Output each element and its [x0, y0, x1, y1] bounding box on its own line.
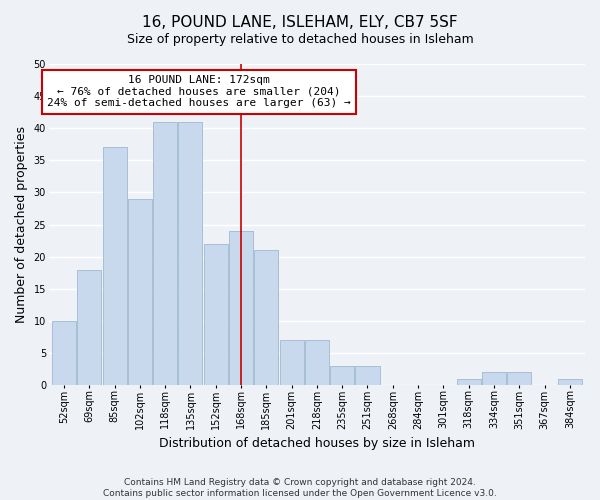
Bar	[355, 366, 380, 385]
Bar	[507, 372, 531, 385]
Bar	[558, 378, 582, 385]
Bar	[153, 122, 177, 385]
X-axis label: Distribution of detached houses by size in Isleham: Distribution of detached houses by size …	[159, 437, 475, 450]
Bar	[103, 148, 127, 385]
Bar	[229, 231, 253, 385]
Bar	[178, 122, 202, 385]
Bar	[52, 321, 76, 385]
Bar	[128, 199, 152, 385]
Bar	[305, 340, 329, 385]
Bar	[280, 340, 304, 385]
Bar	[457, 378, 481, 385]
Bar	[254, 250, 278, 385]
Text: Contains HM Land Registry data © Crown copyright and database right 2024.
Contai: Contains HM Land Registry data © Crown c…	[103, 478, 497, 498]
Bar	[77, 270, 101, 385]
Bar	[204, 244, 228, 385]
Text: 16 POUND LANE: 172sqm
← 76% of detached houses are smaller (204)
24% of semi-det: 16 POUND LANE: 172sqm ← 76% of detached …	[47, 75, 351, 108]
Y-axis label: Number of detached properties: Number of detached properties	[15, 126, 28, 323]
Bar	[482, 372, 506, 385]
Text: 16, POUND LANE, ISLEHAM, ELY, CB7 5SF: 16, POUND LANE, ISLEHAM, ELY, CB7 5SF	[142, 15, 458, 30]
Bar	[330, 366, 354, 385]
Text: Size of property relative to detached houses in Isleham: Size of property relative to detached ho…	[127, 32, 473, 46]
